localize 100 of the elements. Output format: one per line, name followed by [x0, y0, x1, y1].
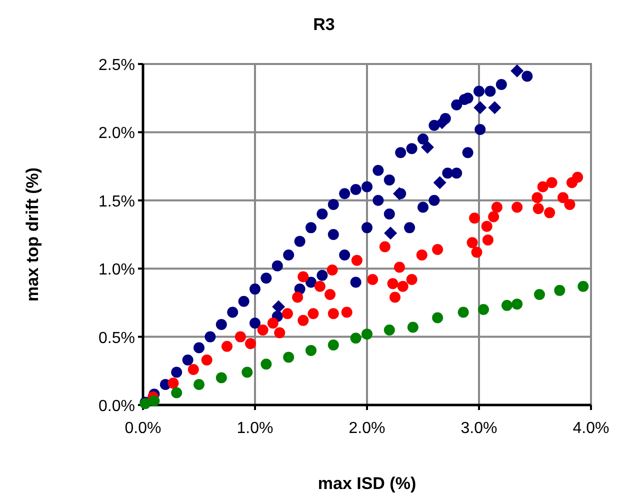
point [418, 202, 428, 213]
point [488, 101, 502, 114]
point [234, 331, 246, 342]
point [326, 264, 338, 276]
point [544, 207, 556, 218]
point [367, 274, 378, 286]
point [442, 168, 454, 179]
point [282, 308, 293, 320]
point [522, 70, 533, 82]
point [451, 168, 462, 179]
point [428, 194, 440, 206]
point [384, 324, 395, 336]
point [339, 249, 350, 260]
point [433, 176, 446, 190]
y-tick-label: 1.0% [98, 262, 135, 279]
point [227, 306, 238, 318]
point [406, 274, 418, 286]
point [384, 174, 395, 186]
point [222, 340, 232, 352]
point [257, 324, 268, 336]
point [462, 147, 474, 158]
x-tick-label: 0.0% [124, 420, 162, 437]
point [512, 202, 523, 213]
point [328, 229, 339, 240]
point [204, 331, 216, 342]
point [148, 395, 160, 406]
x-tick-label: 1.0% [236, 420, 274, 437]
point [482, 234, 494, 246]
point [316, 208, 328, 220]
point [510, 64, 524, 78]
point [316, 270, 328, 281]
point [478, 304, 489, 316]
point [420, 140, 434, 154]
point [260, 358, 272, 370]
point [558, 192, 568, 204]
point [341, 306, 352, 318]
point [328, 339, 339, 350]
point [308, 308, 319, 320]
point [272, 300, 286, 314]
point [267, 318, 278, 329]
point [283, 352, 294, 363]
point [416, 249, 428, 260]
y-axis-title: max top drift (%) [23, 167, 42, 302]
point [537, 181, 548, 192]
point [242, 366, 253, 378]
x-tick-label: 3.0% [460, 420, 498, 437]
point [171, 366, 182, 378]
point [250, 284, 260, 295]
point [532, 203, 544, 214]
point [534, 289, 545, 300]
point [362, 181, 372, 192]
point [512, 298, 523, 310]
point [328, 308, 339, 320]
point [372, 194, 384, 206]
point [350, 276, 362, 288]
point [328, 198, 339, 210]
point [379, 241, 390, 252]
point [384, 208, 395, 220]
point [474, 86, 484, 97]
point [474, 124, 486, 135]
point [532, 192, 543, 204]
point [554, 284, 566, 296]
point [564, 198, 576, 210]
x-tick-label: 2.0% [348, 420, 386, 437]
point [484, 86, 496, 97]
y-tick-label: 0.0% [98, 398, 135, 415]
point [372, 164, 384, 176]
point [362, 222, 372, 234]
point [216, 372, 227, 384]
point [294, 236, 306, 247]
point [469, 212, 480, 224]
point [171, 387, 182, 398]
point [298, 271, 309, 282]
point [201, 354, 212, 366]
point [432, 244, 444, 256]
point [491, 202, 502, 213]
point [496, 78, 507, 90]
point [407, 322, 418, 333]
point [250, 318, 260, 329]
x-tick-label: 4.0% [572, 420, 610, 437]
point [194, 342, 204, 354]
point [283, 249, 294, 260]
point [324, 289, 336, 300]
point [432, 312, 444, 324]
point [471, 246, 482, 258]
point [418, 134, 428, 145]
y-tick-label: 2.0% [98, 125, 135, 142]
point [292, 292, 304, 303]
point [216, 319, 227, 330]
point [458, 306, 469, 318]
point [339, 188, 350, 200]
point [314, 280, 326, 292]
point [362, 328, 372, 340]
point [394, 262, 405, 273]
point [182, 354, 194, 366]
point [488, 211, 500, 222]
point [466, 237, 478, 248]
point [306, 344, 316, 356]
y-tick-label: 1.5% [98, 193, 135, 210]
point [395, 147, 406, 158]
